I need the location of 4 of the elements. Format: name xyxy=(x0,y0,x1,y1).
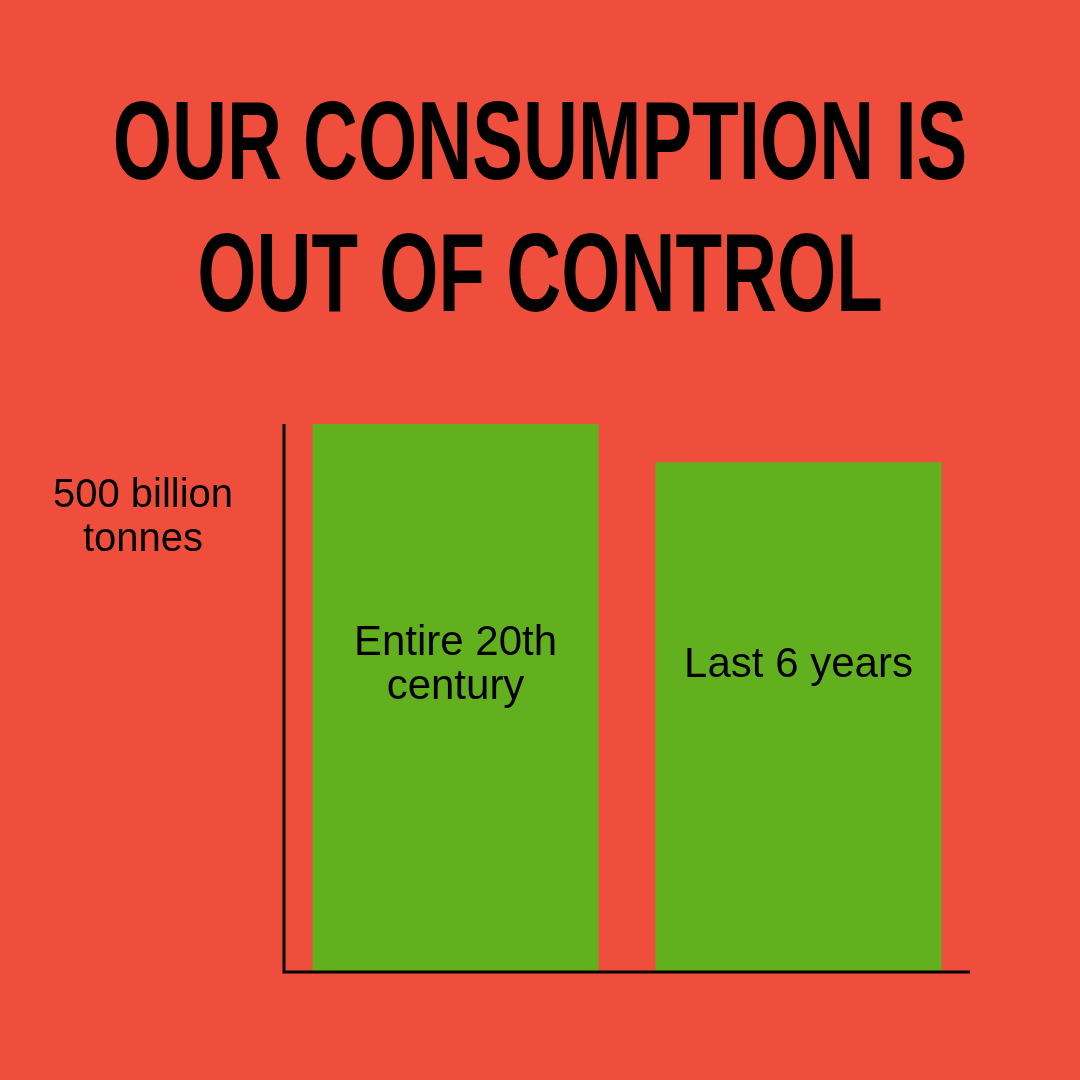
x-tick-label: Last 6 years xyxy=(684,638,913,686)
y-axis-title: 500 billion tonnes xyxy=(52,471,234,560)
chart-title: OUR CONSUMPTION IS OUT OF CONTROL xyxy=(112,78,968,335)
x-tick-label: Entire 20th century xyxy=(353,616,558,708)
